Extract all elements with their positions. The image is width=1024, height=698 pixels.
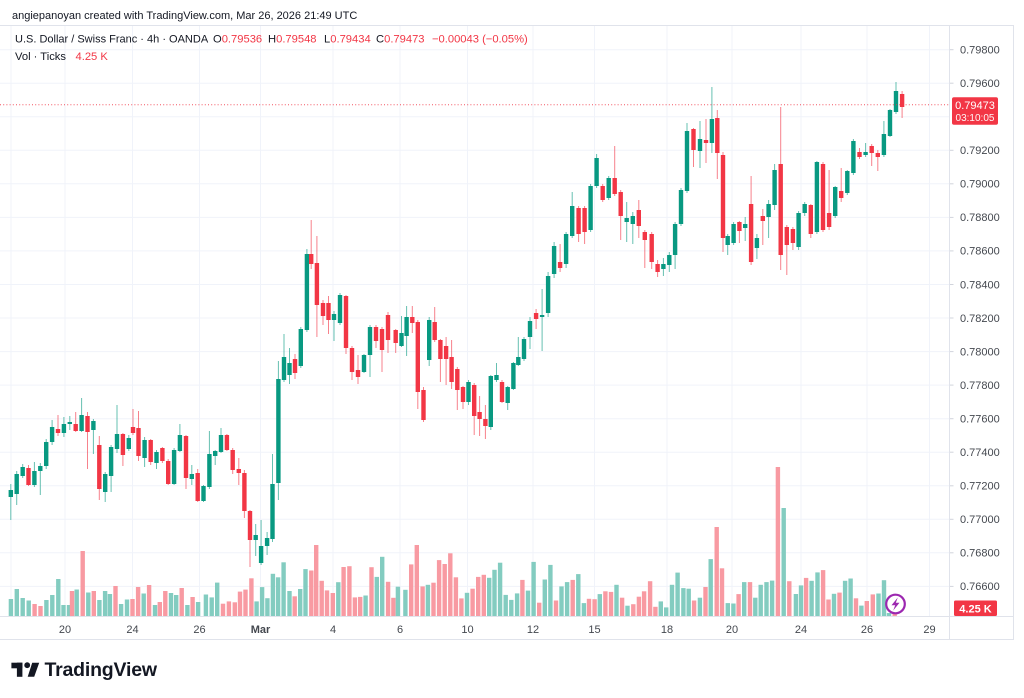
- svg-text:H0.79548: H0.79548: [268, 34, 317, 46]
- svg-text:29: 29: [923, 624, 935, 636]
- svg-text:0.77000: 0.77000: [960, 514, 1000, 526]
- svg-text:24: 24: [126, 624, 138, 636]
- svg-text:TradingView: TradingView: [45, 659, 158, 681]
- svg-text:0.79600: 0.79600: [960, 78, 1000, 90]
- svg-text:−0.00043 (−0.05%): −0.00043 (−0.05%): [432, 34, 528, 46]
- svg-text:26: 26: [861, 624, 873, 636]
- svg-text:C0.79473: C0.79473: [376, 34, 425, 46]
- svg-text:18: 18: [661, 624, 673, 636]
- svg-text:4: 4: [330, 624, 336, 636]
- svg-text:0.78800: 0.78800: [960, 212, 1000, 224]
- svg-text:0.76800: 0.76800: [960, 548, 1000, 560]
- svg-text:0.76600: 0.76600: [960, 581, 1000, 593]
- svg-text:0.79473: 0.79473: [955, 100, 995, 112]
- svg-text:L0.79434: L0.79434: [324, 34, 371, 46]
- svg-text:12: 12: [527, 624, 539, 636]
- svg-text:15: 15: [588, 624, 600, 636]
- svg-text:O0.79536: O0.79536: [213, 34, 262, 46]
- svg-text:03:10:05: 03:10:05: [956, 113, 995, 124]
- svg-text:20: 20: [59, 624, 71, 636]
- svg-text:0.78600: 0.78600: [960, 246, 1000, 258]
- svg-text:4.25 K: 4.25 K: [959, 603, 991, 615]
- svg-text:10: 10: [461, 624, 473, 636]
- svg-text:4.25 K: 4.25 K: [76, 51, 109, 63]
- svg-text:0.78000: 0.78000: [960, 346, 1000, 358]
- svg-text:Mar: Mar: [251, 624, 271, 636]
- svg-text:24: 24: [795, 624, 807, 636]
- svg-text:0.77200: 0.77200: [960, 481, 1000, 493]
- svg-text:26: 26: [193, 624, 205, 636]
- svg-text:0.79800: 0.79800: [960, 45, 1000, 57]
- svg-text:0.79200: 0.79200: [960, 145, 1000, 157]
- svg-text:0.77400: 0.77400: [960, 447, 1000, 459]
- svg-text:6: 6: [397, 624, 403, 636]
- svg-text:U.S. Dollar / Swiss Franc · 4h: U.S. Dollar / Swiss Franc · 4h · OANDA: [15, 34, 209, 46]
- svg-text:20: 20: [726, 624, 738, 636]
- svg-text:0.79000: 0.79000: [960, 179, 1000, 191]
- svg-text:0.78200: 0.78200: [960, 313, 1000, 325]
- svg-text:0.77800: 0.77800: [960, 380, 1000, 392]
- svg-text:0.78400: 0.78400: [960, 279, 1000, 291]
- svg-text:Vol · Ticks: Vol · Ticks: [15, 51, 66, 63]
- svg-text:angiepanoyan created with Trad: angiepanoyan created with TradingView.co…: [12, 10, 357, 22]
- svg-text:0.77600: 0.77600: [960, 414, 1000, 426]
